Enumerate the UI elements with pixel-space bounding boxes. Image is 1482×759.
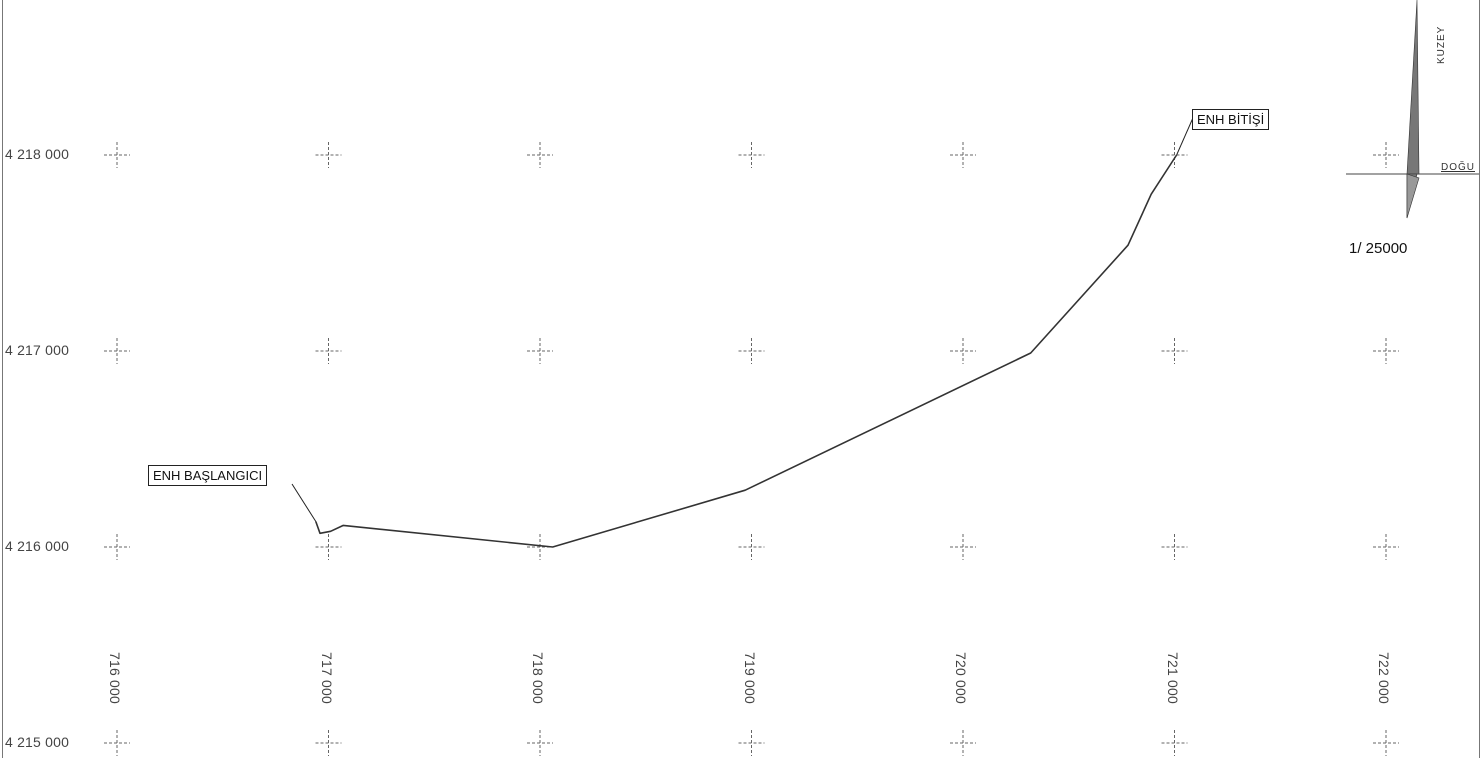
scale-label: 1/ 25000 xyxy=(1349,240,1408,257)
grid-cross xyxy=(738,534,765,560)
grid-cross xyxy=(104,338,130,364)
easting-label: 718 000 xyxy=(530,651,547,705)
pipeline-route xyxy=(315,154,1178,548)
northing-label: 4 215 000 xyxy=(5,734,70,750)
easting-label: 717 000 xyxy=(318,651,335,705)
easting-label: 721 000 xyxy=(1164,651,1181,705)
grid-cross xyxy=(315,338,342,364)
grid-cross xyxy=(1161,338,1188,364)
grid-cross xyxy=(1161,534,1188,560)
easting-label: 720 000 xyxy=(953,651,970,705)
grid-cross xyxy=(738,338,765,364)
grid-cross xyxy=(527,338,553,364)
grid-cross xyxy=(1161,142,1188,168)
grid-cross xyxy=(950,338,976,364)
grid-cross xyxy=(315,534,342,560)
grid-cross xyxy=(527,730,553,756)
grid-cross xyxy=(1373,142,1399,168)
grid-cross xyxy=(1161,730,1188,756)
callout-leaders xyxy=(291,110,1197,522)
grid-cross xyxy=(950,730,976,756)
grid-cross xyxy=(1373,534,1399,560)
northing-label: 4 216 000 xyxy=(5,538,70,554)
easting-label: 722 000 xyxy=(1376,651,1393,705)
easting-label: 719 000 xyxy=(741,651,758,705)
grid-cross xyxy=(104,730,130,756)
grid-cross xyxy=(950,142,976,168)
east-label: DOĞU xyxy=(1441,162,1475,173)
grid-cross xyxy=(738,142,765,168)
grid-cross xyxy=(738,730,765,756)
grid-cross xyxy=(104,534,130,560)
end-callout: ENH BİTİŞİ xyxy=(1192,109,1270,130)
northing-label: 4 218 000 xyxy=(5,146,70,162)
grid-cross xyxy=(315,142,342,168)
easting-label: 716 000 xyxy=(107,651,124,705)
north-arrow-icon xyxy=(1346,0,1480,219)
start-callout: ENH BAŞLANGICI xyxy=(148,465,268,486)
north-label: KUZEY xyxy=(1436,25,1447,64)
grid-cross xyxy=(1373,338,1399,364)
grid-cross xyxy=(315,730,342,756)
grid-cross xyxy=(527,142,553,168)
northing-label: 4 217 000 xyxy=(5,342,70,358)
grid-cross xyxy=(104,142,130,168)
grid-cross xyxy=(1373,730,1399,756)
grid-cross xyxy=(950,534,976,560)
